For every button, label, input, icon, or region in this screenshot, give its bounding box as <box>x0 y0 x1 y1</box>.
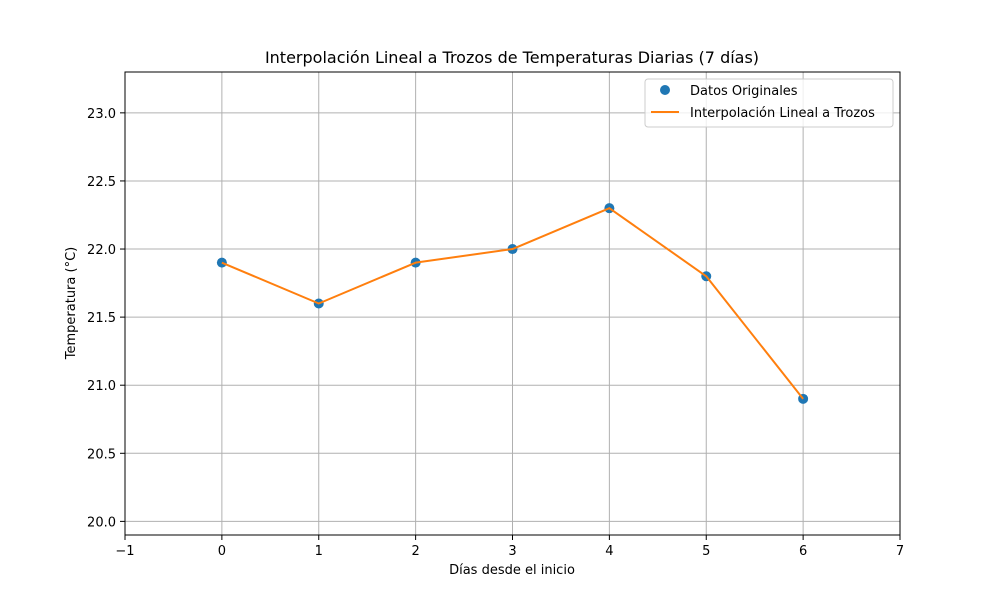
chart-title: Interpolación Lineal a Trozos de Tempera… <box>265 48 759 67</box>
x-tick-label: 5 <box>702 544 710 559</box>
x-tick-label: 0 <box>218 544 226 559</box>
y-tick-label: 22.0 <box>87 243 116 258</box>
tick-layer: −1 0 1 2 3 4 5 6 7 20.0 20.5 21.0 21.5 22.0 22.5 23.0 <box>87 107 904 559</box>
x-tick-label: −1 <box>115 544 134 559</box>
y-axis-label: Temperatura (°C) <box>64 247 79 360</box>
legend-marker-scatter <box>660 85 670 95</box>
x-tick-label: 4 <box>605 544 613 559</box>
x-tick-label: 2 <box>411 544 419 559</box>
y-tick-label: 20.0 <box>87 515 116 530</box>
y-tick-label: 21.5 <box>87 311 116 326</box>
y-tick-label: 23.0 <box>87 107 116 122</box>
y-tick-label: 21.0 <box>87 379 116 394</box>
x-tick-label: 7 <box>896 544 904 559</box>
x-axis-label: Días desde el inicio <box>449 563 575 578</box>
legend: Datos Originales Interpolación Lineal a … <box>644 78 894 128</box>
x-tick-label: 3 <box>508 544 516 559</box>
x-tick-label: 1 <box>315 544 323 559</box>
legend-box <box>644 78 894 128</box>
interpolation-line <box>221 207 804 400</box>
y-tick-label: 22.5 <box>87 175 116 190</box>
y-tick-label: 20.5 <box>87 447 116 462</box>
legend-label-scatter: Datos Originales <box>690 84 798 99</box>
legend-label-line: Interpolación Lineal a Trozos <box>690 106 875 121</box>
series-layer <box>216 203 809 404</box>
x-tick-label: 6 <box>799 544 807 559</box>
